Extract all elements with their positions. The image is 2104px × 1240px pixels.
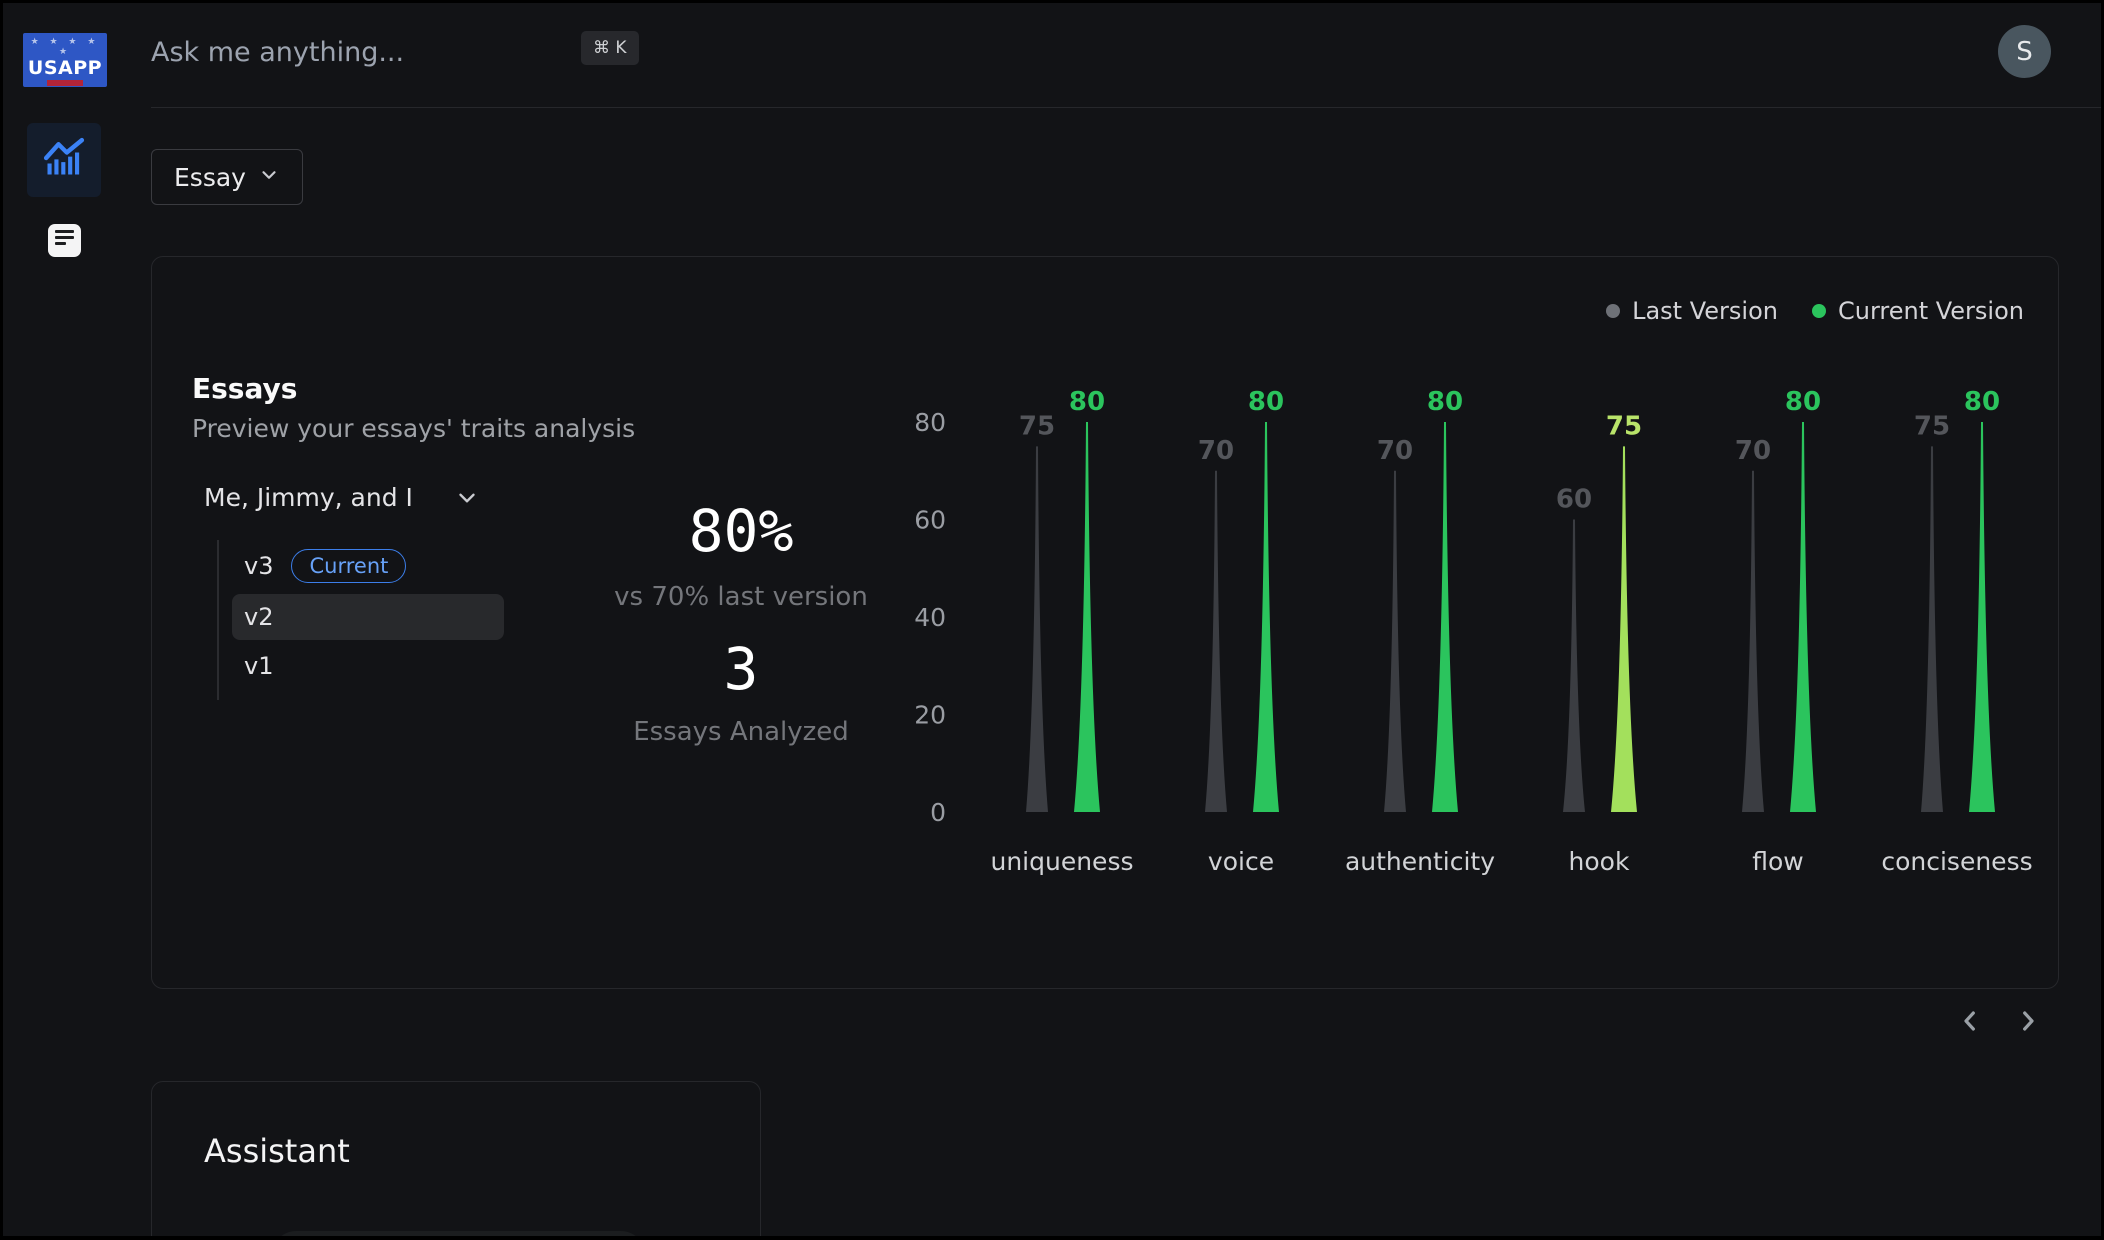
svg-text:voice: voice [1208, 847, 1274, 876]
legend-item-current-version: Current Version [1811, 297, 2024, 325]
version-label: v1 [244, 652, 274, 680]
essays-card: Last Version Current Version Essays Prev… [151, 256, 2059, 989]
chevron-down-icon [258, 163, 280, 192]
stats-block: 80% vs 70% last version 3 Essays Analyze… [591, 257, 891, 988]
essay-selector-value: Me, Jimmy, and I [204, 483, 413, 512]
svg-text:75: 75 [1914, 411, 1950, 441]
essays-analyzed-count: 3 [723, 635, 759, 703]
chart-legend: Last Version Current Version [1606, 297, 2024, 325]
legend-dot-green [1811, 304, 1826, 318]
svg-text:75: 75 [1606, 411, 1642, 441]
svg-text:80: 80 [1785, 387, 1821, 417]
svg-text:80: 80 [914, 408, 946, 437]
score-value: 80% [688, 497, 794, 565]
svg-text:authenticity: authenticity [1345, 847, 1495, 876]
logo-red-bar [47, 80, 83, 86]
essay-filter-button[interactable]: Essay [151, 149, 303, 205]
avatar[interactable]: S [1998, 25, 2051, 78]
bar-chart-icon [42, 136, 86, 184]
keyboard-shortcut-badge: ⌘ K [581, 31, 639, 65]
svg-text:70: 70 [1735, 436, 1771, 466]
legend-label: Last Version [1632, 297, 1778, 325]
version-list-rail [217, 540, 219, 700]
svg-text:conciseness: conciseness [1881, 847, 2032, 876]
current-version-badge: Current [291, 549, 407, 583]
svg-text:uniqueness: uniqueness [990, 847, 1133, 876]
usapp-logo[interactable]: ★ ★ ★ ★ ★ USAPP [23, 33, 107, 87]
svg-text:70: 70 [1198, 436, 1234, 466]
svg-text:0: 0 [930, 798, 946, 827]
version-label: v2 [244, 603, 274, 631]
svg-text:60: 60 [1556, 485, 1592, 515]
assistant-title: Assistant [204, 1132, 350, 1170]
topbar-divider [151, 107, 2101, 108]
svg-text:60: 60 [914, 506, 946, 535]
svg-text:flow: flow [1752, 847, 1804, 876]
next-page-button[interactable] [2006, 1001, 2050, 1045]
svg-text:80: 80 [1427, 387, 1463, 417]
card-title: Essays [192, 372, 298, 405]
version-row-v1[interactable]: v1 [244, 652, 273, 680]
assistant-panel: Assistant [151, 1081, 761, 1236]
version-row-v3[interactable]: v3 Current [244, 549, 407, 583]
svg-text:75: 75 [1019, 411, 1055, 441]
chevron-down-icon [454, 485, 480, 515]
carousel-pagination [1948, 1001, 2050, 1045]
card-subtitle: Preview your essays' traits analysis [192, 414, 636, 443]
chevron-left-icon [1954, 1005, 1986, 1041]
logo-stars: ★ ★ ★ ★ ★ [30, 37, 100, 57]
legend-label: Current Version [1837, 297, 2024, 325]
sidebar-item-analytics[interactable] [27, 123, 101, 197]
version-label: v3 [244, 552, 274, 580]
search-input[interactable]: Ask me anything... [151, 37, 405, 68]
svg-text:40: 40 [914, 603, 946, 632]
traits-needle-chart: 0 20 40 60 80 75 80 uniqueness 70 80 voice 70 80 auth… [914, 387, 2032, 876]
svg-text:70: 70 [1377, 436, 1413, 466]
svg-text:20: 20 [914, 701, 946, 730]
version-row-v2[interactable]: v2 [232, 594, 504, 640]
chevron-right-icon [2012, 1005, 2044, 1041]
assistant-input[interactable] [272, 1231, 645, 1236]
legend-dot-gray [1606, 304, 1621, 318]
logo-text: USAPP [27, 57, 103, 79]
score-comparison: vs 70% last version [614, 582, 868, 612]
prev-page-button[interactable] [1948, 1001, 1992, 1045]
svg-text:80: 80 [1248, 387, 1284, 417]
svg-text:hook: hook [1569, 847, 1630, 876]
app-window: ★ ★ ★ ★ ★ USAPP Ask me anything... ⌘ K S… [3, 3, 2101, 1236]
sidebar-item-documents[interactable] [48, 224, 81, 257]
legend-item-last-version: Last Version [1606, 297, 1778, 325]
svg-text:80: 80 [1069, 387, 1105, 417]
svg-text:80: 80 [1964, 387, 2000, 417]
essays-analyzed-label: Essays Analyzed [633, 717, 849, 747]
essay-selector[interactable]: Me, Jimmy, and I [204, 483, 534, 512]
essay-filter-label: Essay [174, 162, 246, 192]
